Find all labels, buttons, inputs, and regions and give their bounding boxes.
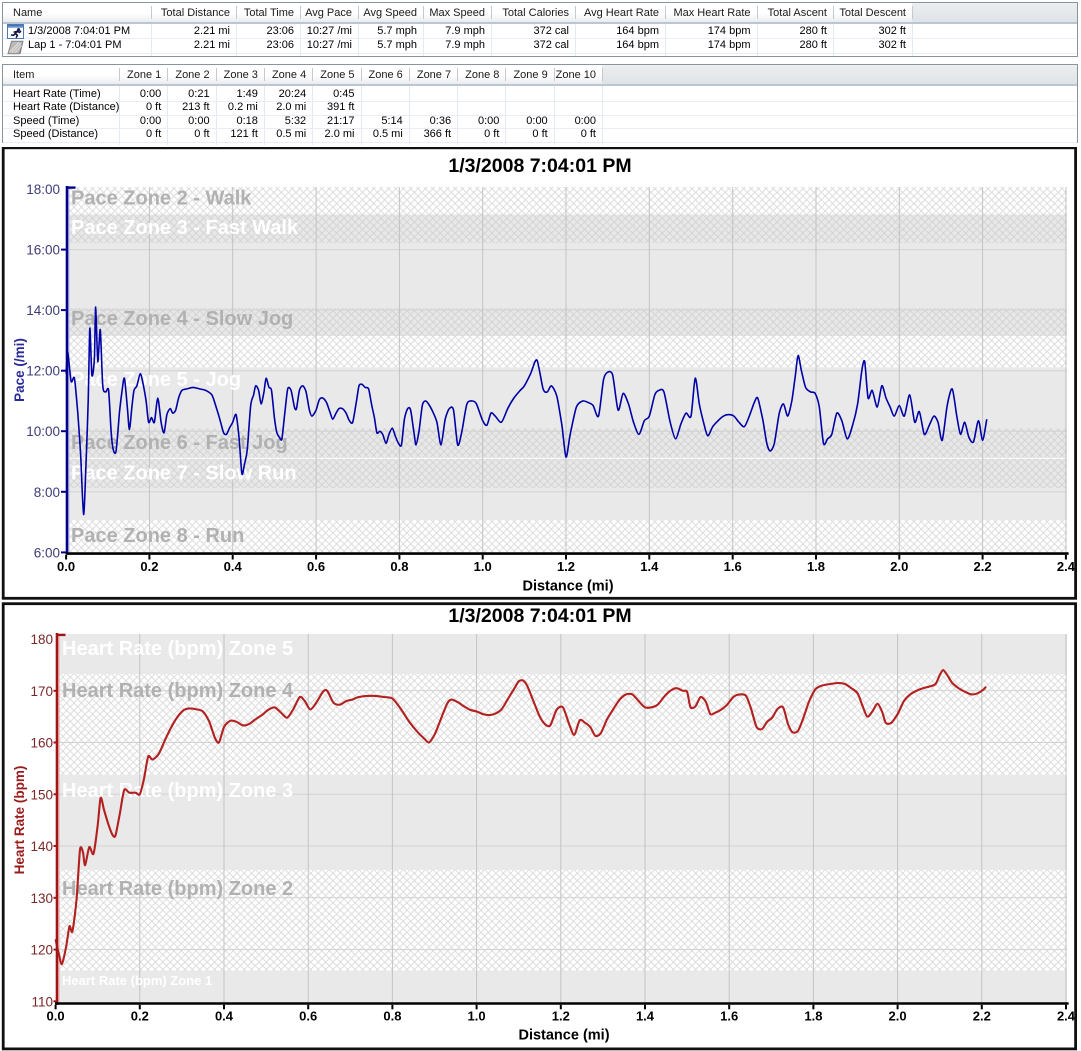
svg-text:1.6: 1.6 (724, 559, 742, 574)
svg-text:6:00: 6:00 (34, 545, 60, 560)
svg-text:120: 120 (30, 943, 53, 958)
svg-text:0.4: 0.4 (224, 559, 243, 574)
svg-text:1.4: 1.4 (636, 1008, 655, 1023)
svg-text:14:00: 14:00 (26, 303, 60, 318)
svg-text:2.0: 2.0 (890, 559, 908, 574)
svg-text:140: 140 (30, 839, 53, 854)
svg-text:Distance (mi): Distance (mi) (518, 1028, 609, 1044)
svg-text:1.6: 1.6 (720, 1008, 738, 1023)
svg-text:1.8: 1.8 (804, 1008, 822, 1023)
svg-text:Pace Zone 3 - Fast Walk: Pace Zone 3 - Fast Walk (71, 217, 299, 239)
svg-text:1.2: 1.2 (552, 1008, 570, 1023)
svg-text:1.2: 1.2 (557, 559, 575, 574)
svg-text:0.8: 0.8 (390, 559, 408, 574)
svg-text:Distance (mi): Distance (mi) (522, 579, 613, 595)
svg-text:0.6: 0.6 (307, 559, 325, 574)
svg-text:Pace Zone 2 - Walk: Pace Zone 2 - Walk (71, 188, 252, 210)
svg-text:Heart Rate (bpm) Zone 1: Heart Rate (bpm) Zone 1 (62, 973, 212, 988)
svg-text:2.2: 2.2 (974, 559, 992, 574)
svg-text:Heart Rate (bpm) Zone 3: Heart Rate (bpm) Zone 3 (62, 780, 293, 802)
svg-text:160: 160 (30, 736, 53, 751)
svg-text:10:00: 10:00 (26, 424, 60, 439)
svg-text:Pace Zone 6 - Fast Jog: Pace Zone 6 - Fast Jog (71, 432, 288, 454)
svg-text:Pace Zone 8 - Run: Pace Zone 8 - Run (71, 525, 244, 547)
svg-text:150: 150 (30, 787, 53, 802)
svg-text:1.4: 1.4 (640, 559, 659, 574)
svg-text:Pace Zone 4 - Slow Jog: Pace Zone 4 - Slow Jog (71, 308, 293, 330)
svg-text:0.8: 0.8 (383, 1008, 401, 1023)
svg-text:8:00: 8:00 (34, 485, 60, 500)
svg-text:Heart Rate (bpm): Heart Rate (bpm) (12, 766, 27, 875)
svg-text:Pace Zone 5 - Jog: Pace Zone 5 - Jog (71, 369, 241, 391)
svg-text:180: 180 (30, 632, 53, 647)
svg-text:0.4: 0.4 (215, 1008, 234, 1023)
svg-text:2.4: 2.4 (1057, 1008, 1076, 1023)
svg-text:2.0: 2.0 (889, 1008, 907, 1023)
svg-text:0.2: 0.2 (131, 1008, 149, 1023)
svg-text:0.0: 0.0 (57, 559, 75, 574)
svg-text:1/3/2008 7:04:01 PM: 1/3/2008 7:04:01 PM (448, 155, 631, 177)
svg-text:2.2: 2.2 (973, 1008, 991, 1023)
svg-text:170: 170 (30, 684, 53, 699)
svg-text:0.6: 0.6 (299, 1008, 317, 1023)
svg-text:Heart Rate (bpm) Zone 4: Heart Rate (bpm) Zone 4 (62, 680, 294, 702)
svg-text:18:00: 18:00 (26, 182, 60, 197)
svg-text:Heart Rate (bpm) Zone 2: Heart Rate (bpm) Zone 2 (62, 878, 293, 900)
svg-text:0.0: 0.0 (47, 1008, 65, 1023)
svg-text:Pace (/mi): Pace (/mi) (12, 338, 27, 402)
svg-text:Heart Rate (bpm) Zone 5: Heart Rate (bpm) Zone 5 (62, 638, 293, 660)
svg-text:12:00: 12:00 (26, 364, 60, 379)
svg-text:1/3/2008 7:04:01 PM: 1/3/2008 7:04:01 PM (448, 605, 631, 627)
svg-text:16:00: 16:00 (26, 243, 60, 258)
svg-text:130: 130 (30, 891, 53, 906)
svg-text:2.4: 2.4 (1057, 559, 1076, 574)
svg-text:110: 110 (31, 994, 53, 1009)
svg-text:1.0: 1.0 (474, 559, 492, 574)
svg-text:Pace Zone 7 - Slow Run: Pace Zone 7 - Slow Run (71, 463, 297, 485)
svg-text:1.0: 1.0 (468, 1008, 486, 1023)
svg-text:0.2: 0.2 (140, 559, 158, 574)
svg-text:1.8: 1.8 (807, 559, 825, 574)
